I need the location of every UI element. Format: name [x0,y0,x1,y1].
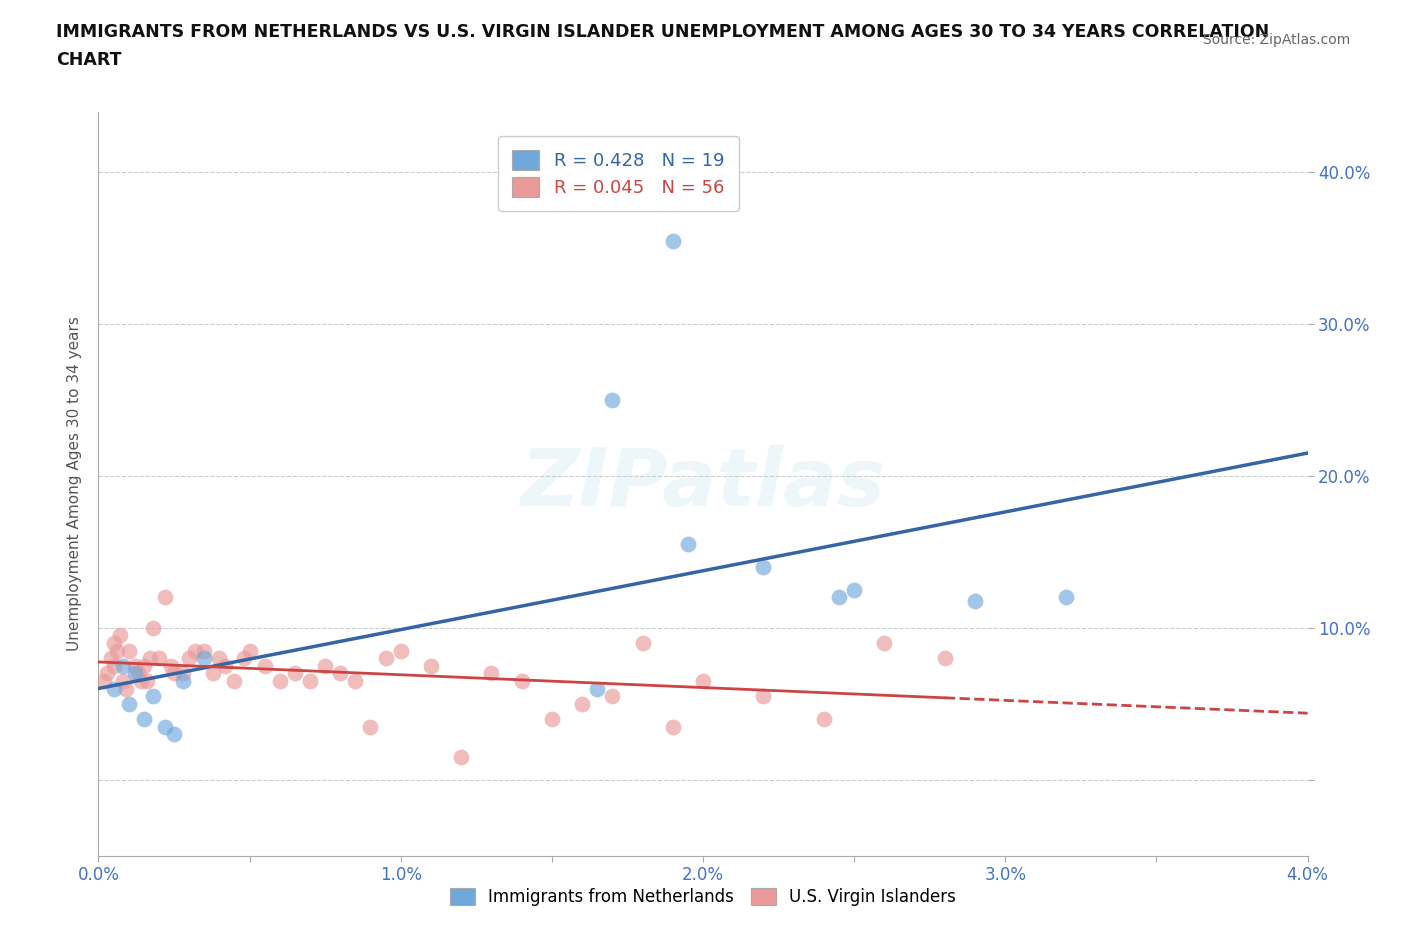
Point [163,666,186,681]
Point [540,711,562,726]
Legend: Immigrants from Netherlands, U.S. Virgin Islanders: Immigrants from Netherlands, U.S. Virgin… [443,881,963,912]
Point [510,673,533,688]
Legend: R = 0.428   N = 19, R = 0.045   N = 56: R = 0.428 N = 19, R = 0.045 N = 56 [498,136,738,211]
Point [232,651,254,666]
Point [132,711,155,726]
Point [103,635,125,650]
Point [160,658,183,673]
Point [153,719,176,734]
Point [253,658,276,673]
Text: IMMIGRANTS FROM NETHERLANDS VS U.S. VIRGIN ISLANDER UNEMPLOYMENT AMONG AGES 30 T: IMMIGRANTS FROM NETHERLANDS VS U.S. VIRG… [56,23,1270,41]
Point [661,233,683,248]
Point [214,658,236,673]
Point [208,651,231,666]
Point [692,673,714,688]
Point [124,658,146,673]
Point [602,392,624,407]
Point [586,681,609,696]
Point [344,673,367,688]
Point [360,719,382,734]
Point [571,697,593,711]
Point [172,666,194,681]
Point [127,666,149,681]
Point [1054,590,1077,604]
Point [111,658,134,673]
Text: ZIPatlas: ZIPatlas [520,445,886,523]
Point [103,658,125,673]
Point [100,651,122,666]
Point [661,719,683,734]
Point [450,750,472,764]
Point [142,620,165,635]
Point [284,666,307,681]
Point [934,651,956,666]
Point [202,666,225,681]
Text: Source: ZipAtlas.com: Source: ZipAtlas.com [1202,33,1350,46]
Point [114,681,136,696]
Point [873,635,896,650]
Point [481,666,503,681]
Point [752,689,775,704]
Point [129,673,152,688]
Point [676,537,699,551]
Point [103,681,125,696]
Point [828,590,851,604]
Point [965,593,987,608]
Point [96,666,118,681]
Point [239,644,262,658]
Point [299,673,322,688]
Point [148,651,170,666]
Point [314,658,336,673]
Point [813,711,835,726]
Point [163,726,186,741]
Point [179,651,201,666]
Point [184,644,207,658]
Point [118,697,141,711]
Point [193,644,215,658]
Y-axis label: Unemployment Among Ages 30 to 34 years: Unemployment Among Ages 30 to 34 years [66,316,82,651]
Point [139,651,162,666]
Point [193,651,215,666]
Point [844,582,866,597]
Point [93,673,115,688]
Point [111,673,134,688]
Point [105,644,128,658]
Point [329,666,352,681]
Point [374,651,396,666]
Point [420,658,443,673]
Point [172,673,194,688]
Point [135,673,157,688]
Point [389,644,412,658]
Point [631,635,654,650]
Text: CHART: CHART [56,51,122,69]
Point [132,658,155,673]
Point [108,628,131,643]
Point [153,590,176,604]
Point [118,644,141,658]
Point [752,560,775,575]
Point [602,689,624,704]
Point [142,689,165,704]
Point [224,673,246,688]
Point [269,673,291,688]
Point [124,666,146,681]
